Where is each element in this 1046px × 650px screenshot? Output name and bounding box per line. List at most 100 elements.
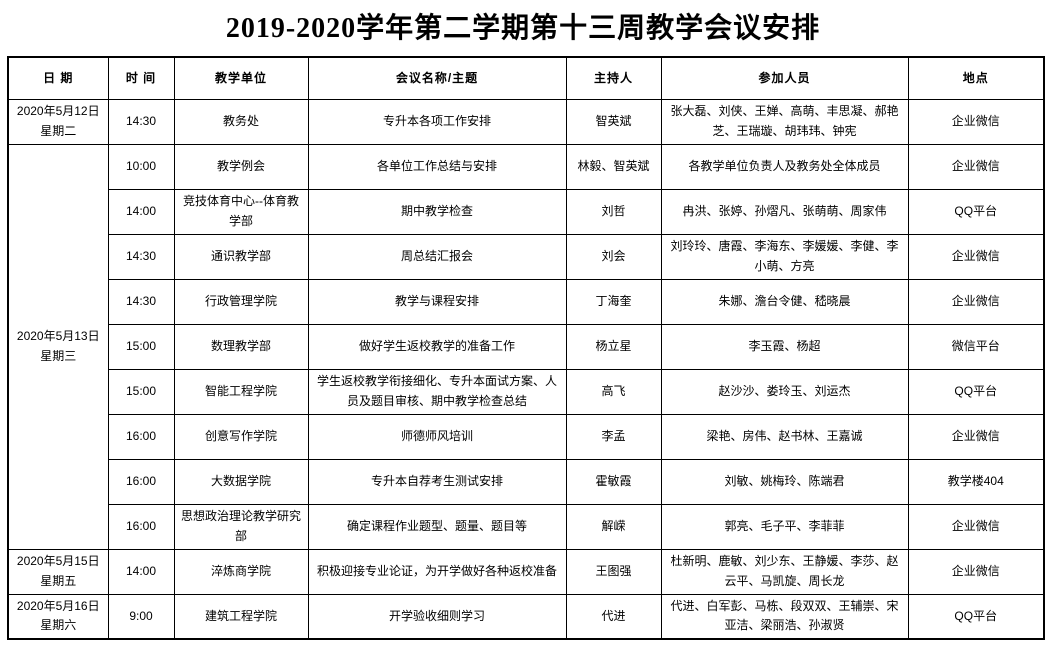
header-host: 主持人 [565, 56, 662, 100]
participants-cell: 赵沙沙、娄玲玉、刘运杰 [660, 368, 909, 415]
table-row: 2020年5月16日 星期六 9:00 建筑工程学院 开学验收细则学习 代进 代进、白军彭… [7, 593, 1045, 640]
topic-cell: 专升本自荐考生测试安排 [307, 458, 567, 505]
participants-cell: 李玉霞、杨超 [660, 323, 909, 370]
topic-cell: 专升本各项工作安排 [307, 98, 567, 145]
time-cell: 14:30 [107, 98, 175, 145]
unit-cell: 创意写作学院 [173, 413, 309, 460]
table-row: 14:30 通识教学部 周总结汇报会 刘会 刘玲玲、唐霞、李海东、李媛媛、李健、李小萌、… [8, 233, 1045, 280]
table-row: 2020年5月15日 星期五 14:00 淬炼商学院 积极迎接专业论证，为开学做好各种… [7, 548, 1045, 595]
unit-cell: 智能工程学院 [173, 368, 309, 415]
time-cell: 14:30 [107, 278, 175, 325]
host-cell: 解嵘 [565, 503, 662, 550]
location-cell: 企业微信 [907, 98, 1045, 145]
date-cell: 2020年5月12日 星期二 [7, 98, 109, 145]
participants-cell: 各教学单位负责人及教务处全体成员 [660, 143, 909, 190]
topic-cell: 周总结汇报会 [307, 233, 567, 280]
time-cell: 14:00 [107, 188, 175, 235]
header-participants: 参加人员 [660, 56, 909, 100]
table-row: 2020年5月13日 星期三 10:00 教学例会 各单位工作总结与安排 林毅、智英斌各… [7, 143, 1045, 550]
location-cell: QQ平台 [907, 368, 1045, 415]
table-row: 16:00 思想政治理论教学研究部 确定课程作业题型、题量、题目等 解嵘 郭亮、毛子平、… [8, 503, 1045, 550]
host-cell: 丁海奎 [565, 278, 662, 325]
participants-cell: 朱娜、澹台令健、嵇晓晨 [660, 278, 909, 325]
topic-cell: 做好学生返校教学的准备工作 [307, 323, 567, 370]
host-cell: 霍敏霞 [565, 458, 662, 505]
host-cell: 高飞 [565, 368, 662, 415]
participants-cell: 郭亮、毛子平、李菲菲 [660, 503, 909, 550]
table-row: 15:00 数理教学部 做好学生返校教学的准备工作 杨立星 李玉霞、杨超 微信平台 [8, 323, 1045, 370]
location-cell: QQ平台 [907, 593, 1045, 640]
host-cell: 林毅、智英斌 [565, 143, 662, 190]
time-cell: 10:00 [107, 143, 175, 190]
table-row: 14:00 竞技体育中心--体育教学部 期中教学检查 刘哲 冉洪、张婷、孙熠凡、张萌萌、… [8, 188, 1045, 235]
table-row: 16:00 创意写作学院 师德师风培训 李孟 梁艳、房伟、赵书林、王嘉诚 企业微信 [8, 413, 1045, 460]
header-location: 地点 [907, 56, 1045, 100]
header-topic: 会议名称/主题 [307, 56, 567, 100]
participants-cell: 杜新明、鹿敏、刘少东、王静媛、李莎、赵云平、马凯旋、周长龙 [660, 548, 909, 595]
unit-cell: 淬炼商学院 [173, 548, 309, 595]
topic-cell: 各单位工作总结与安排 [307, 143, 567, 190]
location-cell: 企业微信 [907, 503, 1045, 550]
date-cell: 2020年5月13日 星期三 [7, 143, 109, 550]
location-cell: 企业微信 [907, 278, 1045, 325]
host-cell: 杨立星 [565, 323, 662, 370]
topic-cell: 开学验收细则学习 [307, 593, 567, 640]
page-title: 2019-2020学年第二学期第十三周教学会议安排 [225, 13, 821, 44]
date-cell: 2020年5月15日 星期五 [7, 548, 109, 595]
table-row: 14:30 行政管理学院 教学与课程安排 丁海奎 朱娜、澹台令健、嵇晓晨 企业微信 [8, 278, 1045, 325]
host-cell: 智英斌 [565, 98, 662, 145]
time-cell: 15:00 [107, 323, 175, 370]
unit-cell: 建筑工程学院 [173, 593, 309, 640]
participants-cell: 梁艳、房伟、赵书林、王嘉诚 [660, 413, 909, 460]
participants-cell: 刘玲玲、唐霞、李海东、李媛媛、李健、李小萌、方亮 [660, 233, 909, 280]
header-date: 日 期 [7, 56, 109, 100]
unit-cell: 教学例会 [173, 143, 309, 190]
time-cell: 16:00 [107, 458, 175, 505]
location-cell: 微信平台 [907, 323, 1045, 370]
schedule-table-body: 2020年5月12日 星期二 14:30 教务处 专升本各项工作安排 智英斌 张大磊、刘侠… [7, 98, 1045, 640]
table-row: 16:00 大数据学院 专升本自荐考生测试安排 霍敏霞 刘敏、姚梅玲、陈端君 教学楼404 [8, 458, 1045, 505]
host-cell: 王图强 [565, 548, 662, 595]
location-cell: 企业微信 [907, 143, 1045, 190]
topic-cell: 学生返校教学衔接细化、专升本面试方案、人员及题目审核、期中教学检查总结 [307, 368, 567, 415]
unit-cell: 思想政治理论教学研究部 [173, 503, 309, 550]
topic-cell: 教学与课程安排 [307, 278, 567, 325]
time-cell: 16:00 [107, 503, 175, 550]
participants-cell: 冉洪、张婷、孙熠凡、张萌萌、周家伟 [660, 188, 909, 235]
host-cell: 刘哲 [565, 188, 662, 235]
topic-cell: 师德师风培训 [307, 413, 567, 460]
host-cell: 刘会 [565, 233, 662, 280]
time-cell: 9:00 [107, 593, 175, 640]
time-cell: 16:00 [107, 413, 175, 460]
host-cell: 李孟 [565, 413, 662, 460]
unit-cell: 大数据学院 [173, 458, 309, 505]
date-cell: 2020年5月16日 星期六 [7, 593, 109, 640]
location-cell: QQ平台 [907, 188, 1045, 235]
location-cell: 企业微信 [907, 233, 1045, 280]
table-row: 15:00 智能工程学院 学生返校教学衔接细化、专升本面试方案、人员及题目审核、期中… [8, 368, 1045, 415]
participants-cell: 代进、白军彭、马栋、段双双、王辅崇、宋亚洁、梁丽浩、孙淑贤 [660, 593, 909, 640]
header-time: 时 间 [107, 56, 175, 100]
table-header-row: 日 期 时 间 教学单位 会议名称/主题 主持人 参加人员 地点 [7, 56, 1045, 100]
host-cell: 代进 [565, 593, 662, 640]
location-cell: 企业微信 [907, 548, 1045, 595]
table-row: 2020年5月12日 星期二 14:30 教务处 专升本各项工作安排 智英斌 张大磊、刘侠… [7, 98, 1045, 145]
unit-cell: 教务处 [173, 98, 309, 145]
location-cell: 企业微信 [907, 413, 1045, 460]
unit-cell: 行政管理学院 [173, 278, 309, 325]
unit-cell: 通识教学部 [173, 233, 309, 280]
meeting-schedule-table: 日 期 时 间 教学单位 会议名称/主题 主持人 参加人员 地点 2020年5月… [7, 56, 1045, 640]
topic-cell: 确定课程作业题型、题量、题目等 [307, 503, 567, 550]
participants-cell: 张大磊、刘侠、王婵、高萌、丰思凝、郝艳芝、王瑞璇、胡玮玮、钟宪 [660, 98, 909, 145]
time-cell: 14:00 [107, 548, 175, 595]
time-cell: 14:30 [107, 233, 175, 280]
time-cell: 15:00 [107, 368, 175, 415]
unit-cell: 竞技体育中心--体育教学部 [173, 188, 309, 235]
topic-cell: 期中教学检查 [307, 188, 567, 235]
location-cell: 教学楼404 [907, 458, 1045, 505]
participants-cell: 刘敏、姚梅玲、陈端君 [660, 458, 909, 505]
header-unit: 教学单位 [173, 56, 309, 100]
unit-cell: 数理教学部 [173, 323, 309, 370]
topic-cell: 积极迎接专业论证，为开学做好各种返校准备 [307, 548, 567, 595]
